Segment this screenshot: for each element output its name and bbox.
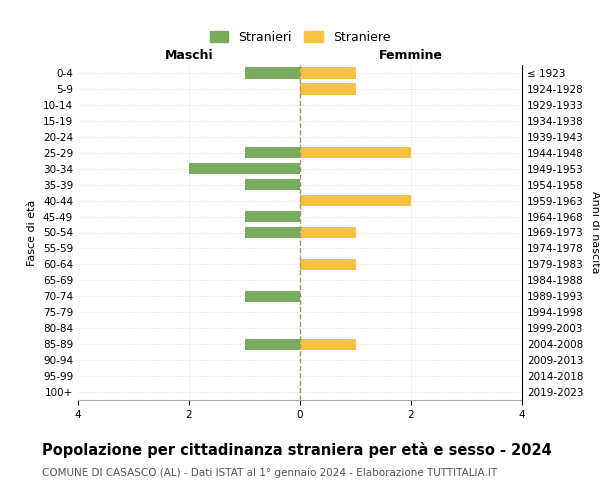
Bar — [300, 338, 355, 350]
Bar — [300, 195, 411, 206]
Text: Maschi: Maschi — [164, 48, 214, 62]
Text: Femmine: Femmine — [379, 48, 443, 62]
Bar — [300, 68, 355, 78]
Bar — [245, 68, 300, 78]
Bar — [245, 211, 300, 222]
Bar — [189, 163, 300, 174]
Text: COMUNE DI CASASCO (AL) - Dati ISTAT al 1° gennaio 2024 - Elaborazione TUTTITALIA: COMUNE DI CASASCO (AL) - Dati ISTAT al 1… — [42, 468, 497, 477]
Bar — [300, 259, 355, 270]
Bar — [300, 84, 355, 94]
Legend: Stranieri, Straniere: Stranieri, Straniere — [209, 31, 391, 44]
Bar — [300, 227, 355, 238]
Bar — [245, 338, 300, 350]
Text: Popolazione per cittadinanza straniera per età e sesso - 2024: Popolazione per cittadinanza straniera p… — [42, 442, 552, 458]
Bar — [245, 147, 300, 158]
Y-axis label: Fasce di età: Fasce di età — [28, 200, 37, 266]
Bar — [245, 179, 300, 190]
Bar — [245, 227, 300, 238]
Bar — [300, 147, 411, 158]
Bar — [245, 290, 300, 302]
Y-axis label: Anni di nascita: Anni di nascita — [590, 191, 600, 274]
